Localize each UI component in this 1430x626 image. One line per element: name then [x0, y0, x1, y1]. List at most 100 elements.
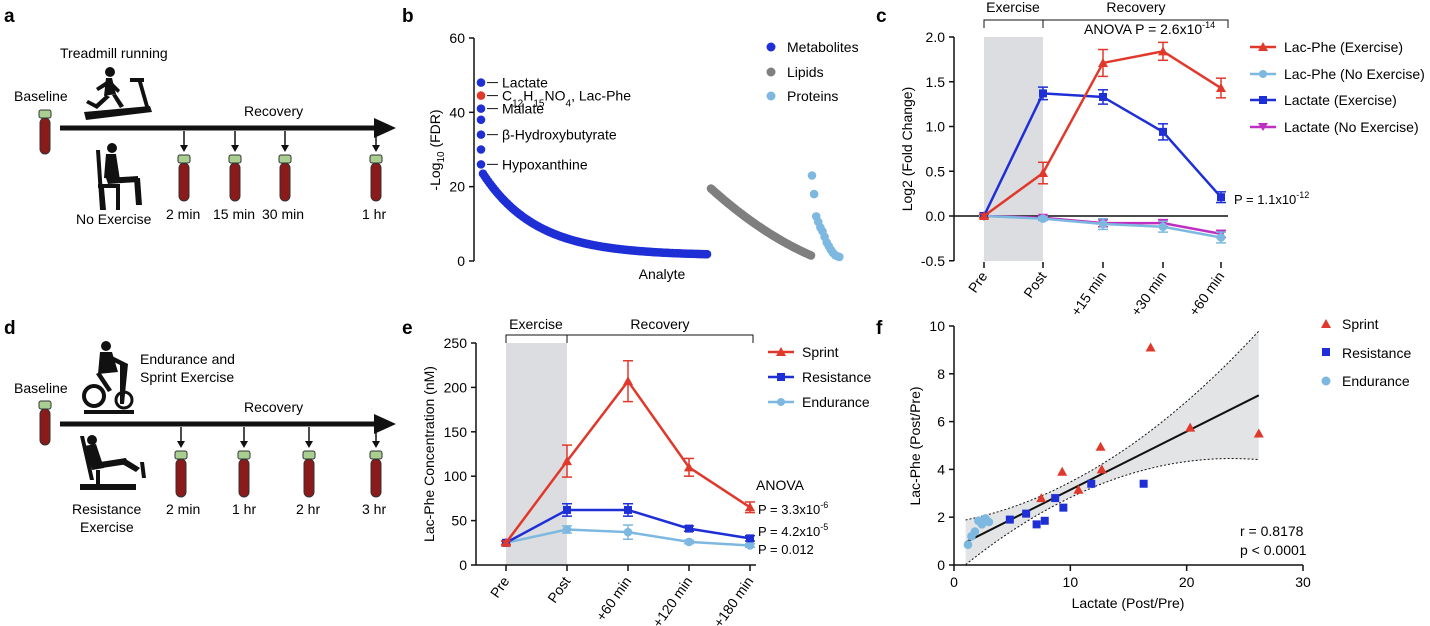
y-tick-label: 200 [444, 379, 468, 395]
data-point [1073, 484, 1084, 494]
y-tick-label: -0.5 [921, 253, 945, 269]
recovery-bracket-label: Recovery [1106, 0, 1165, 15]
y-tick-label: 100 [444, 468, 468, 484]
annotation-label: Lactate [502, 75, 548, 91]
data-point [623, 376, 633, 386]
data-point [1038, 168, 1048, 178]
data-point [476, 160, 486, 169]
y-tick-label: 1.5 [926, 74, 946, 90]
recovery-label-a: Recovery [244, 103, 303, 119]
data-point [1022, 509, 1031, 518]
legend-marker-square [1322, 348, 1330, 356]
legend-label: Endurance [802, 394, 870, 410]
legend: Metabolites Lipids Proteins [766, 39, 859, 104]
data-point [1057, 466, 1068, 476]
data-point [1051, 494, 1060, 503]
legend: Sprint Resistance Endurance [768, 344, 871, 410]
x-tick-label: 20 [1179, 574, 1195, 590]
recovery-bracket-label: Recovery [630, 316, 689, 332]
timepoint-label: 15 min [213, 206, 255, 222]
x-tick-label: Pre [965, 268, 991, 295]
arrowhead-icon [374, 118, 396, 138]
legend-marker-proteins [766, 91, 776, 101]
arrowhead-icon [372, 441, 380, 448]
timepoint-label: 2 hr [296, 501, 320, 517]
tube-cap [174, 450, 188, 460]
legend-label: Endurance [1342, 373, 1410, 389]
y-tick-label: 0 [457, 253, 465, 269]
y-tick-label: 250 [444, 335, 468, 351]
legend-marker-circle [777, 398, 785, 406]
data-point [476, 78, 486, 87]
data-point [745, 541, 755, 550]
data-point [1216, 83, 1226, 93]
data-point [1217, 193, 1225, 202]
sample-time-arrows [174, 427, 383, 498]
data-point [1005, 515, 1014, 524]
p-value-sprint: P = 3.3x10-6 [758, 500, 828, 517]
exercise-bracket-label: Exercise [509, 316, 563, 332]
annotation-label: C12H15NO4, Lac-Phe [502, 88, 631, 110]
legend-marker-triangle [1258, 42, 1268, 51]
y-tick-label: 6 [937, 414, 945, 430]
x-tick-label: 0 [950, 574, 958, 590]
y-tick-label: 20 [449, 179, 465, 195]
x-tick-label: +60 min [593, 574, 635, 624]
data-point [1158, 46, 1168, 56]
data-point [1087, 479, 1096, 488]
x-ticks: Pre Post +60 min +120 min +180 min [487, 565, 756, 626]
chart-e: 0 50 100 150 200 250 Pre Post +60 min +120 min +1… [421, 316, 871, 626]
y-tick-label: 8 [937, 366, 945, 382]
y-tick-label: 60 [449, 30, 465, 46]
data-point [624, 505, 632, 514]
data-point [684, 462, 694, 472]
y-tick-label: 4 [937, 461, 945, 477]
panel-label-a: a [4, 6, 15, 27]
chart-b: 0 20 40 60 -Log10 (FDR) Analyte LactateC12H… [427, 30, 859, 282]
series [979, 41, 1226, 244]
legend-marker-circle [1259, 70, 1267, 78]
y-ticks: 0 20 40 60 [449, 30, 474, 269]
tube-cap [369, 450, 383, 460]
x-axis-label: Analyte [639, 266, 686, 282]
data-point [1039, 89, 1047, 98]
y-tick-label: 0 [937, 557, 945, 573]
sample-time-arrows [177, 131, 383, 202]
panel-label-f: f [876, 318, 883, 339]
leg-press-icon [80, 435, 146, 490]
data-point [806, 251, 816, 260]
r-value: r = 0.8178 [1240, 523, 1304, 539]
phase-brackets: Exercise Recovery [505, 316, 754, 343]
blood-tube-icon [238, 458, 250, 498]
y-tick-label: 10 [929, 318, 945, 334]
data-point [684, 537, 694, 547]
data-point [807, 171, 817, 180]
data-point [1099, 92, 1107, 101]
x-ticks: Pre Post +15 min +30 min +60 min [965, 262, 1227, 319]
lactate-p-value: P = 1.1x10-12 [1234, 190, 1309, 207]
data-point [1185, 422, 1196, 432]
chart-f: 0 2 4 6 8 10 0 10 20 30 Lac-Phe (Post/Pre) Lacta… [907, 316, 1411, 611]
data-point [1139, 479, 1148, 488]
y-tick-label: 2.0 [926, 29, 946, 45]
blood-tube-icon [38, 109, 52, 155]
p-value-resistance: P = 4.2x10-5 [758, 522, 828, 539]
y-tick-label: 40 [449, 104, 465, 120]
data-point [476, 91, 486, 100]
panel-a-schematic: Baseline Treadmill running [14, 45, 396, 227]
anova-text: ANOVA P = 2.6x10-14 [1084, 20, 1215, 37]
blood-tube-icon [279, 162, 291, 202]
arrowhead-icon [177, 441, 185, 448]
legend-label: Lactate (No Exercise) [1284, 119, 1419, 135]
tube-cap [278, 154, 292, 164]
exercise-bike-icon [82, 341, 134, 414]
y-tick-label: 1.0 [926, 119, 946, 135]
x-tick-label: +15 min [1068, 269, 1110, 319]
blood-tube-icon [370, 162, 382, 202]
confidence-lower [965, 457, 1259, 565]
arrowhead-icon [372, 145, 380, 152]
p-value: p < 0.0001 [1240, 542, 1307, 558]
timepoint-label: 30 min [262, 206, 304, 222]
data-point [984, 517, 994, 527]
